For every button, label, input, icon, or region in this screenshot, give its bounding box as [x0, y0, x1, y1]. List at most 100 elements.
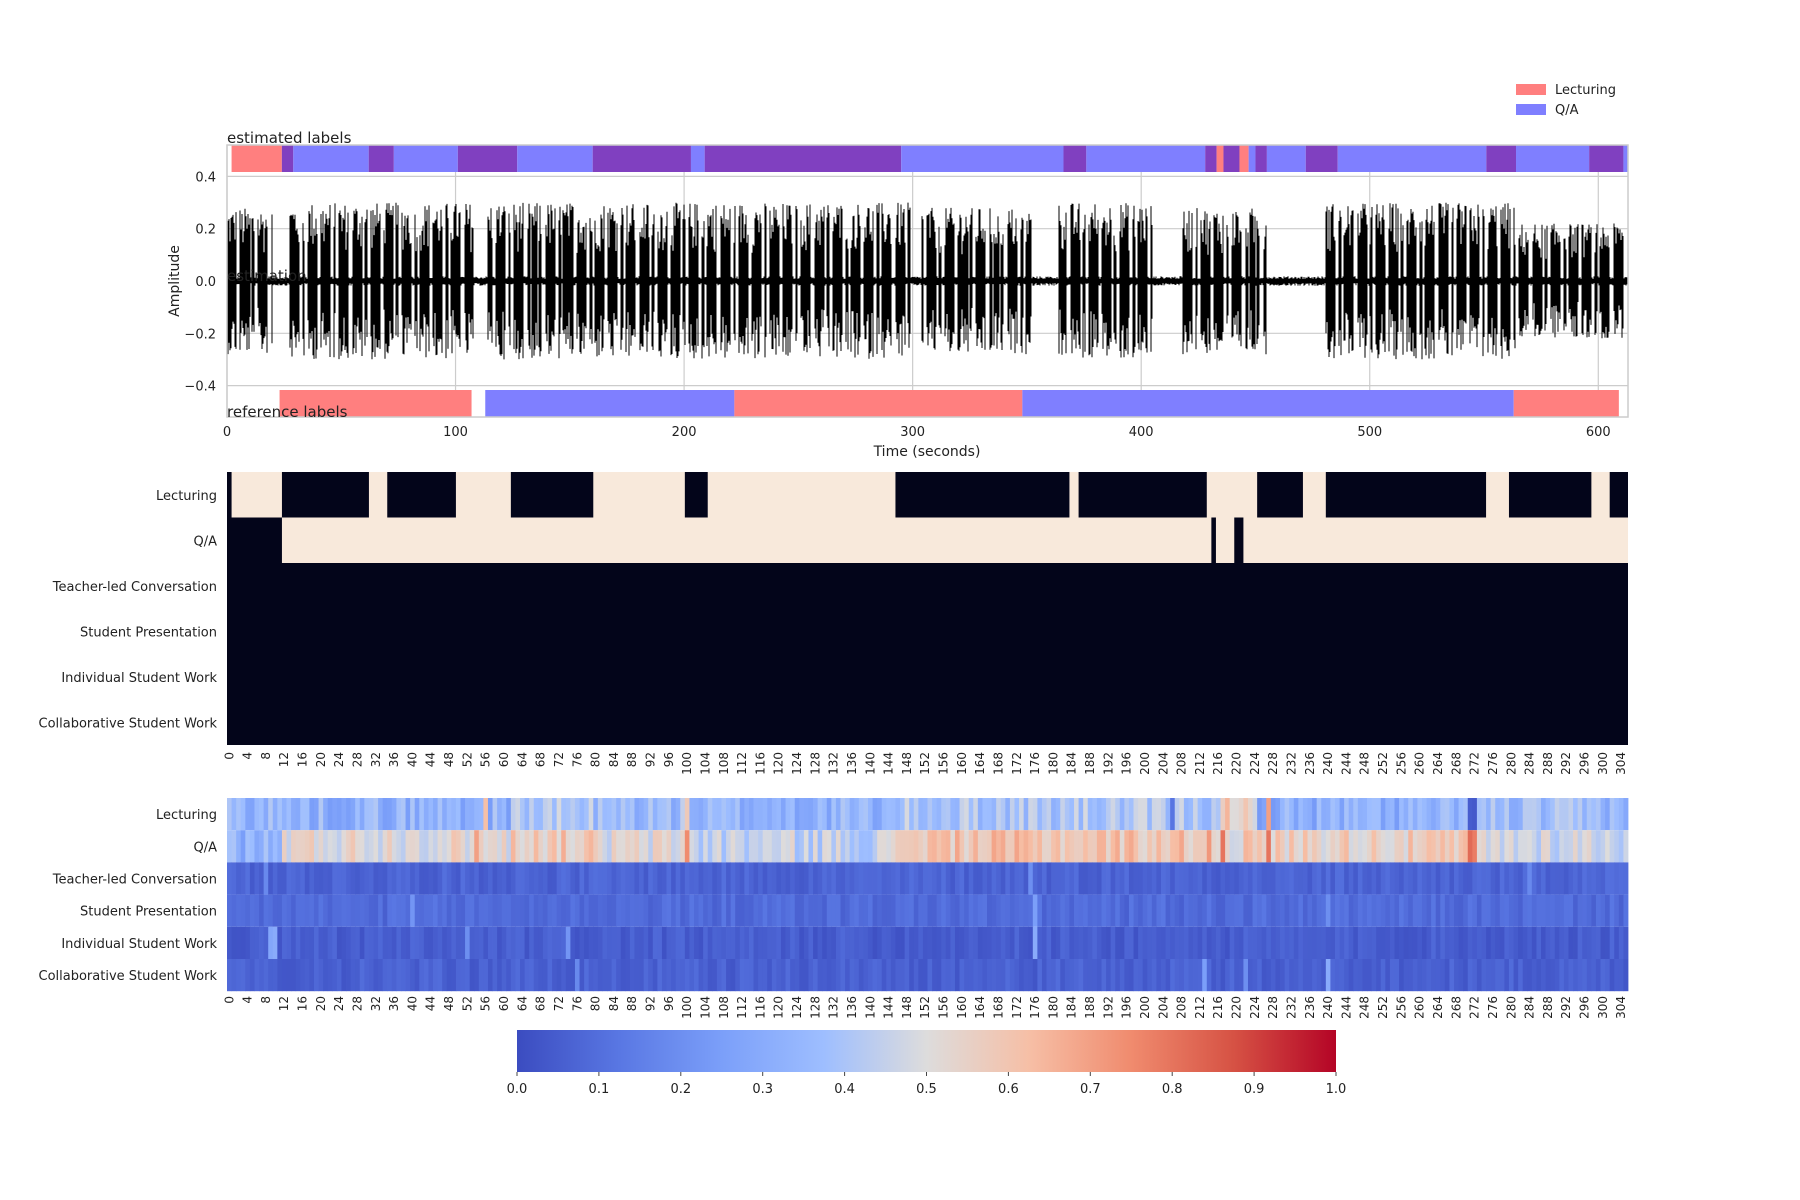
heatmap-cell [487, 959, 493, 992]
heatmap-cell [291, 894, 297, 927]
heatmap-cell [474, 798, 480, 831]
heatmap-cell [510, 959, 516, 992]
heatmap-cell [281, 798, 287, 831]
heatmap-cell [904, 894, 910, 927]
heatmap-cell [1563, 862, 1569, 895]
heatmap-cell [780, 959, 786, 992]
heatmap-cell [506, 926, 512, 959]
heatmap-cell [803, 830, 809, 863]
heatmap-cell [1394, 894, 1400, 927]
heatmap-cell [304, 894, 310, 927]
heatmap-cell [1161, 830, 1166, 863]
heatmap-cell [858, 959, 864, 992]
heatmap-cell [1289, 798, 1295, 831]
heatmap-cell [254, 959, 260, 992]
heatmap-cell [1074, 798, 1079, 831]
x-tick-label: 600 [1586, 425, 1611, 440]
heatmap-cell [1403, 959, 1409, 992]
heatmap-cell [913, 830, 919, 863]
heatmap-cell [1293, 862, 1299, 895]
x-tick-label: 232 [1284, 752, 1298, 775]
heatmap-cell [872, 862, 878, 895]
heatmap-cell [236, 798, 242, 831]
heatmap-cell [813, 959, 819, 992]
heatmap-cell [1463, 959, 1469, 992]
heatmap-cell [501, 862, 507, 895]
heatmap-cell [1211, 894, 1217, 927]
heatmap-cell-on [707, 472, 896, 518]
heatmap-cell [671, 862, 677, 895]
heatmap-cell [950, 862, 956, 895]
heatmap-cell [872, 959, 878, 992]
heatmap-cell [442, 798, 448, 831]
heatmap-cell [1128, 862, 1134, 895]
heatmap-cell [336, 926, 342, 959]
heatmap-cell [1234, 926, 1240, 959]
heatmap-cell [648, 926, 654, 959]
x-tick-label: 56 [479, 752, 493, 767]
heatmap-cell [1312, 959, 1318, 992]
x-tick-label: 52 [460, 752, 474, 767]
heatmap-cell [1005, 926, 1011, 959]
heatmap-cell [1128, 798, 1134, 831]
heatmap-cell [932, 926, 938, 959]
heatmap-cell [373, 959, 379, 992]
heatmap-cell [291, 798, 297, 831]
heatmap-cell [1197, 798, 1203, 831]
heatmap-cell [1344, 798, 1350, 831]
heatmap-cell [506, 894, 512, 927]
heatmap-cell [918, 926, 924, 959]
x-tick-label: 204 [1156, 752, 1170, 775]
heatmap-cell [588, 926, 594, 959]
heatmap-cell [1522, 959, 1528, 992]
x-tick-label: 280 [1504, 996, 1518, 1019]
x-tick-label: 248 [1358, 752, 1372, 775]
heatmap-cell [1110, 894, 1116, 927]
heatmap-cell [346, 798, 352, 831]
heatmap-cell [465, 926, 471, 959]
heatmap-cell [661, 830, 667, 863]
heatmap-cell [410, 830, 416, 863]
heatmap-cell [1449, 894, 1455, 927]
heatmap-cell [1000, 959, 1006, 992]
heatmap-cell [1444, 798, 1450, 831]
colorbar-tick-label: 0.9 [1244, 1082, 1265, 1097]
heatmap-cell [1124, 926, 1130, 959]
x-tick-label: 176 [1028, 996, 1042, 1019]
heatmap-cell [414, 830, 420, 863]
heatmap-cell [1115, 830, 1121, 863]
heatmap-cell [845, 798, 851, 831]
heatmap-cell [1408, 798, 1414, 831]
heatmap-cell [487, 830, 493, 863]
heatmap-cell [428, 798, 434, 831]
heatmap-cell [675, 830, 681, 863]
heatmap-cell [414, 862, 420, 895]
heatmap-cell [1161, 959, 1166, 992]
heatmap-cell [323, 959, 329, 992]
heatmap-cell [932, 862, 938, 895]
heatmap-cell [964, 926, 970, 959]
x-tick-label: 24 [332, 996, 346, 1011]
heatmap-cell [1316, 959, 1322, 992]
heatmap-cell [863, 862, 869, 895]
x-tick-label: 68 [534, 996, 548, 1011]
heatmap-cell [895, 830, 901, 863]
heatmap-cell [1431, 959, 1437, 992]
heatmap-cell [1133, 894, 1139, 927]
heatmap-cell [950, 798, 956, 831]
heatmap-cell [556, 959, 562, 992]
heatmap-cell [607, 959, 612, 992]
heatmap-cell [1476, 926, 1482, 959]
heatmap-cell [845, 894, 851, 927]
heatmap-cell [900, 959, 906, 992]
heatmap-cell [744, 926, 750, 959]
x-tick-label: 84 [607, 996, 621, 1011]
heatmap-cell [565, 798, 571, 831]
heatmap-cell [382, 862, 388, 895]
heatmap-cell [1316, 798, 1322, 831]
x-tick-label: 276 [1486, 752, 1500, 775]
heatmap-cell [1321, 894, 1327, 927]
heatmap-cell [1280, 798, 1286, 831]
heatmap-cell [259, 894, 265, 927]
